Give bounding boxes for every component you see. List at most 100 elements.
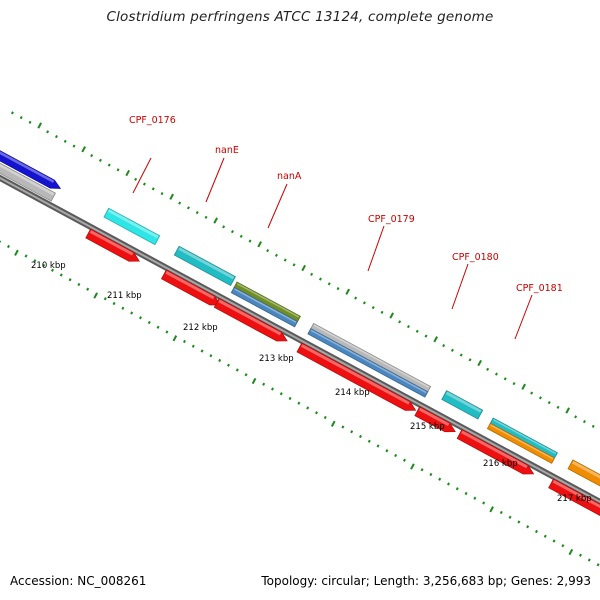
gene-label-leader xyxy=(267,183,288,229)
gene-red-7 xyxy=(548,478,600,516)
kbp-label: 212 kbp xyxy=(183,323,218,333)
inner-tick xyxy=(183,339,186,344)
inner-tick xyxy=(14,249,19,256)
outer-tick xyxy=(459,353,463,357)
inner-tick xyxy=(579,553,582,557)
inner-tick xyxy=(420,468,424,472)
outer-tick xyxy=(582,420,586,424)
gene-label-leader xyxy=(132,157,152,194)
gene-cpf0181-b xyxy=(486,422,556,464)
outer-tick xyxy=(477,359,482,367)
gene-nana-b-body xyxy=(230,286,299,328)
inner-tick xyxy=(403,458,406,462)
inner-tick xyxy=(42,263,46,268)
inner-tick xyxy=(587,558,591,562)
outer-tick xyxy=(116,168,120,172)
gene-label: CPF_0180 xyxy=(452,252,499,263)
gene-red-5-shine xyxy=(418,407,450,427)
gene-label: nanA xyxy=(277,171,302,182)
inner-tick xyxy=(341,425,345,429)
inner-tick xyxy=(526,525,530,529)
inner-tick xyxy=(394,453,398,458)
gene-red-1 xyxy=(85,228,140,262)
inner-tick xyxy=(33,259,37,263)
gene-orange-shine xyxy=(572,460,600,479)
gene-red-1-shine xyxy=(89,230,134,256)
inner-tick xyxy=(455,487,459,491)
outer-tick xyxy=(19,116,23,120)
inner-tick xyxy=(535,529,538,534)
gene-label: CPF_0181 xyxy=(516,283,563,294)
gene-label-leader xyxy=(367,225,385,272)
outer-tick xyxy=(442,344,446,348)
gene-nane xyxy=(173,245,236,286)
gene-red-2-shine xyxy=(165,270,215,300)
gene-features xyxy=(0,150,600,516)
kbp-label: 217 kbp xyxy=(557,494,592,504)
inner-tick xyxy=(297,401,301,405)
outer-tick xyxy=(380,310,384,314)
outer-tick xyxy=(169,193,174,200)
outer-tick xyxy=(283,258,287,262)
gene-label-leader xyxy=(451,263,469,310)
outer-tick xyxy=(178,201,182,205)
inner-tick xyxy=(508,515,512,519)
inner-tick xyxy=(552,539,556,543)
inner-tick xyxy=(130,311,134,315)
inner-tick xyxy=(200,349,204,353)
kbp-label: 214 kbp xyxy=(335,388,370,398)
inner-tick xyxy=(244,373,248,377)
gene-cpf0176-body xyxy=(103,207,161,246)
gene-cpf0180 xyxy=(441,390,484,420)
inner-tick xyxy=(7,244,10,249)
gene-nana-a-shine xyxy=(236,282,300,318)
gene-red-5 xyxy=(414,406,456,433)
accession-text: Accession: NC_008261 xyxy=(10,574,147,588)
outer-tick xyxy=(292,263,296,267)
outer-tick xyxy=(424,334,428,338)
gene-labels: CPF_0176 nanE nanA CPF_0179 CPF_0180 CPF_0181 xyxy=(129,115,563,340)
kbp-label: 210 kbp xyxy=(31,261,66,271)
inner-tick xyxy=(385,449,389,453)
inner-tick xyxy=(561,544,565,548)
inner-tick xyxy=(139,316,142,320)
inner-tick xyxy=(596,563,600,567)
inner-tick xyxy=(209,354,213,358)
outer-tick xyxy=(107,163,111,167)
inner-tick xyxy=(517,520,521,524)
inner-tick xyxy=(376,444,380,448)
inner-tick xyxy=(543,534,547,538)
topology-text: Topology: circular; Length: 3,256,683 bp… xyxy=(261,574,591,588)
gene-cpf0181-b-shine xyxy=(490,424,554,460)
inner-tick xyxy=(172,335,178,342)
inner-tick xyxy=(191,344,195,348)
inner-tick xyxy=(165,330,169,334)
inner-tick xyxy=(330,420,336,427)
gene-cpf0179-a-shine xyxy=(313,324,430,388)
inner-tick xyxy=(103,297,107,301)
kbp-label: 216 kbp xyxy=(483,459,518,469)
outer-tick xyxy=(72,144,76,148)
outer-tick xyxy=(63,139,67,143)
inner-tick xyxy=(489,506,494,513)
kbp-label: 213 kbp xyxy=(259,354,294,364)
inner-tick xyxy=(482,501,486,505)
outer-tick xyxy=(345,288,350,295)
inner-tick xyxy=(429,472,433,477)
gene-cpf0176 xyxy=(103,207,161,246)
outer-tick xyxy=(274,253,278,257)
outer-tick xyxy=(318,277,322,281)
gene-label: CPF_0179 xyxy=(368,214,415,225)
outer-tick xyxy=(142,182,146,186)
gene-orange xyxy=(567,459,600,487)
gene-red-6-shine xyxy=(461,430,528,469)
outer-tick xyxy=(398,320,402,324)
inner-tick xyxy=(410,463,415,470)
outer-tick xyxy=(371,306,375,310)
gene-label-leader xyxy=(205,157,225,203)
inner-tick xyxy=(323,415,327,420)
inner-tick xyxy=(24,254,28,258)
gene-nana-b xyxy=(230,286,299,328)
outer-tick xyxy=(46,130,50,134)
